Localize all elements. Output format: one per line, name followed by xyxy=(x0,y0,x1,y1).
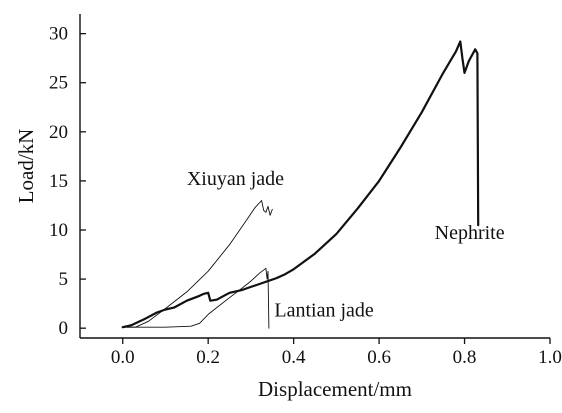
series-label-nephrite: Nephrite xyxy=(435,222,505,244)
x-tick-label: 0.8 xyxy=(453,347,477,368)
y-tick-label: 20 xyxy=(49,122,68,143)
y-tick-label: 5 xyxy=(59,269,69,290)
series-layer xyxy=(121,40,480,329)
x-axis-title: Displacement/mm xyxy=(258,377,412,401)
x-tick-label: 0.4 xyxy=(282,347,306,368)
y-tick-label: 10 xyxy=(49,220,68,241)
series-line-lantian-jade xyxy=(122,267,270,329)
annotation-layer: Xiuyan jade Lantian jade Nephrite xyxy=(187,168,505,322)
series-line-nephrite xyxy=(121,40,480,329)
x-tick-label: 1.0 xyxy=(538,347,562,368)
series-line-xiuyan-jade xyxy=(122,200,273,328)
series-label-lantian-jade: Lantian jade xyxy=(274,299,374,321)
y-axis-title: Load/kN xyxy=(14,129,38,204)
x-tick-label: 0.2 xyxy=(196,347,220,368)
y-tick-label: 15 xyxy=(49,171,68,192)
y-tick-label: 30 xyxy=(49,24,68,45)
y-ticks: 0 5 10 15 20 25 30 xyxy=(49,24,86,339)
x-tick-label: 0.6 xyxy=(367,347,391,368)
x-ticks: 0.0 0.2 0.4 0.6 0.8 1.0 xyxy=(111,338,562,368)
x-tick-label: 0.0 xyxy=(111,347,135,368)
y-tick-label: 0 xyxy=(59,318,69,339)
series-label-xiuyan-jade: Xiuyan jade xyxy=(187,168,284,190)
y-tick-label: 25 xyxy=(49,73,68,94)
axes: 0.0 0.2 0.4 0.6 0.8 1.0 0 5 10 15 20 25 30 xyxy=(49,14,562,368)
